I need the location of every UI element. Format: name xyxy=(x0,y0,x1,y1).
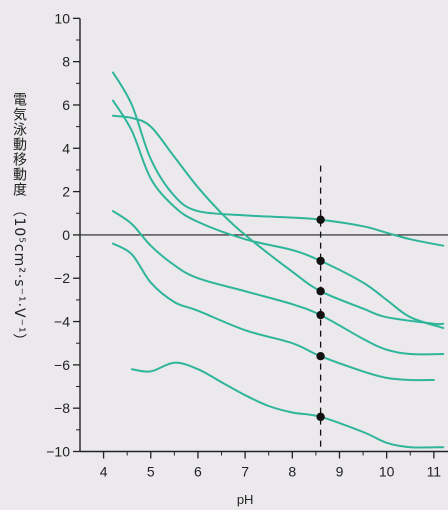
y-tick-label: 6 xyxy=(62,97,70,113)
y-tick-label: −2 xyxy=(54,270,70,286)
y-tick-label: −10 xyxy=(46,444,70,460)
series-line-5 xyxy=(112,242,435,382)
data-point-2 xyxy=(316,256,325,266)
data-point-4 xyxy=(316,310,325,320)
data-point-1 xyxy=(316,215,325,224)
y-axis-label: 電気泳動移動度 （10⁵cm²·s⁻¹·V⁻¹） xyxy=(11,91,27,349)
x-tick-label: 11 xyxy=(427,464,442,480)
markers xyxy=(316,215,325,422)
tick-labels: 10 8 6 4 2 0 −2 −4 −6 −8 −10 4 5 6 7 8 9 10 11 xyxy=(46,10,441,479)
curves xyxy=(112,71,445,449)
series-line-2 xyxy=(112,99,445,329)
x-axis-label: pH xyxy=(237,492,254,507)
series-line-1 xyxy=(112,71,445,247)
y-tick-label: 4 xyxy=(62,140,70,156)
y-tick-label: 10 xyxy=(54,10,70,26)
y-tick-label: 0 xyxy=(62,227,70,243)
y-tick-label: −6 xyxy=(54,357,70,373)
data-point-5 xyxy=(316,352,325,361)
x-tick-label: 7 xyxy=(241,464,249,480)
y-tick-label: −4 xyxy=(54,314,70,330)
series-line-4 xyxy=(112,210,445,356)
x-tick-label: 10 xyxy=(379,464,395,480)
x-tick-label: 9 xyxy=(336,464,344,480)
y-tick-label: 8 xyxy=(62,54,70,70)
data-point-3 xyxy=(316,287,325,296)
y-tick-label: 2 xyxy=(62,184,70,200)
data-point-6 xyxy=(316,412,325,422)
y-tick-label: −8 xyxy=(54,400,70,416)
axes xyxy=(73,17,448,459)
x-tick-label: 8 xyxy=(288,464,296,480)
x-tick-label: 5 xyxy=(147,464,155,480)
x-tick-label: 6 xyxy=(194,464,202,480)
x-tick-label: 4 xyxy=(100,464,108,480)
series-line-3 xyxy=(112,114,445,326)
series-line-6 xyxy=(130,361,445,449)
